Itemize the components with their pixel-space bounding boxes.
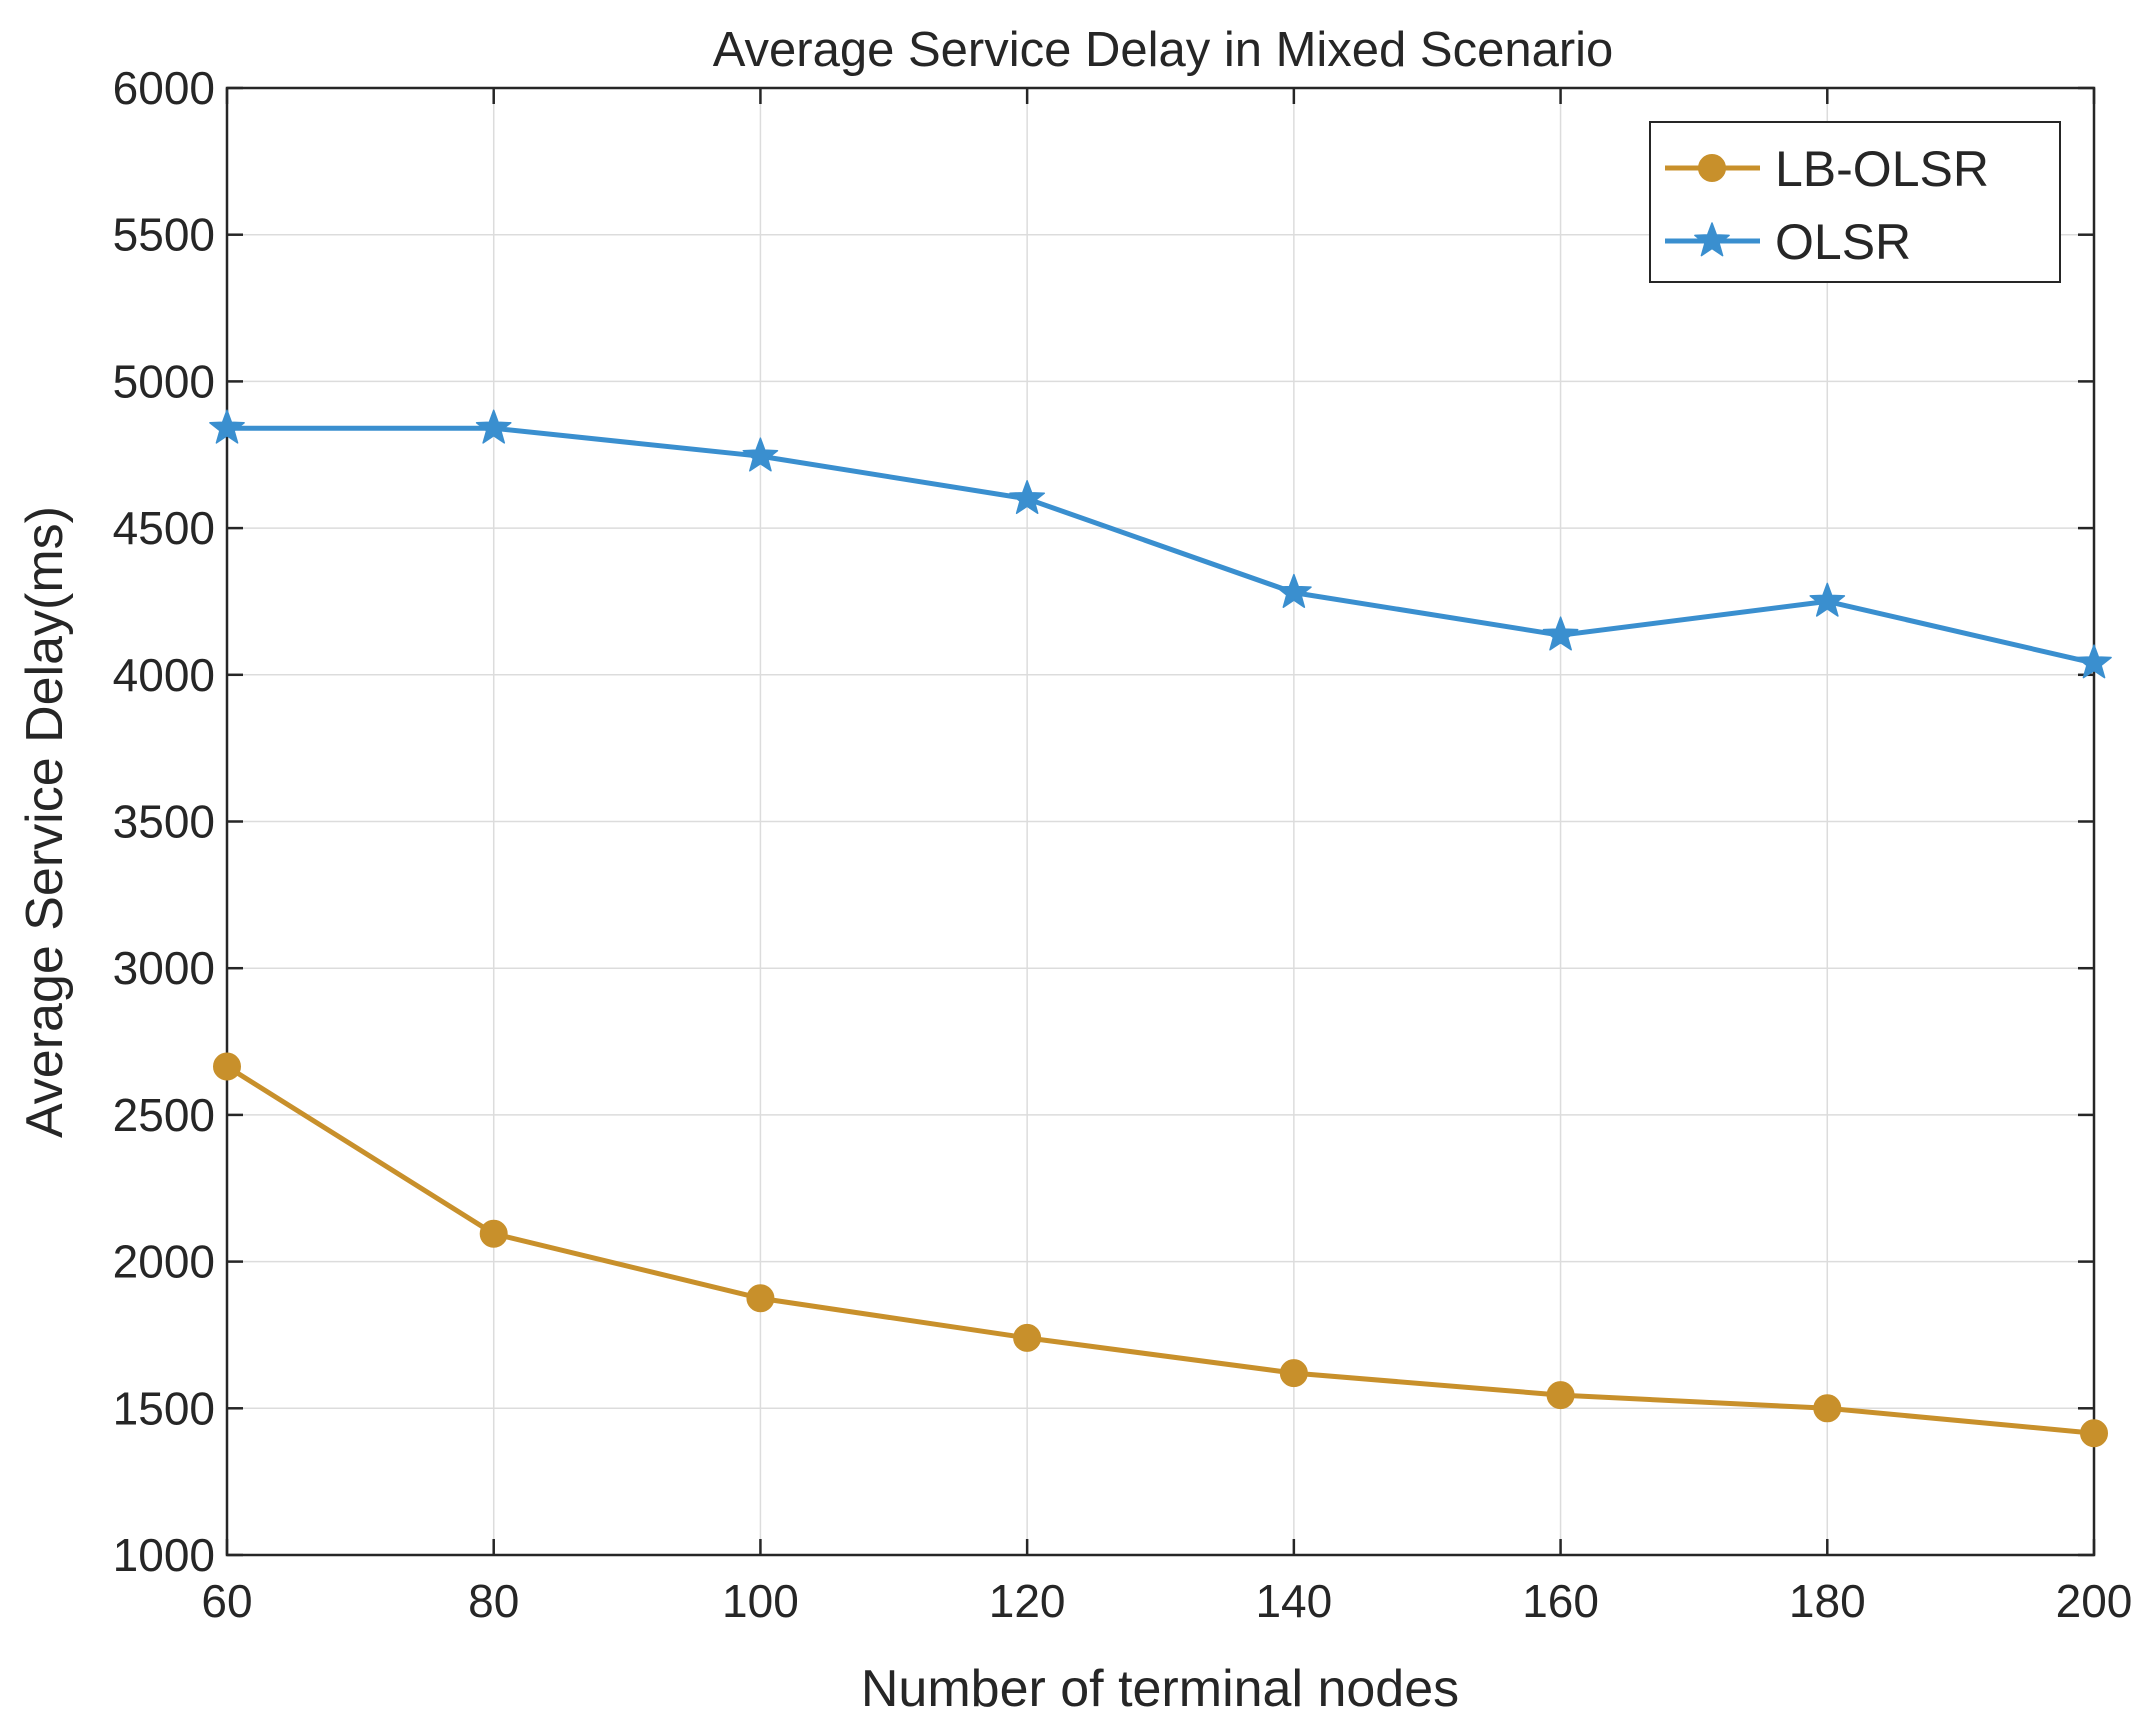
data-point-lb-olsr bbox=[1279, 1359, 1308, 1388]
data-point-lb-olsr bbox=[1813, 1394, 1842, 1423]
legend-marker-olsr bbox=[1694, 222, 1730, 257]
y-tick-labels: 1000 1500 2000 2500 3000 3500 4000 4500 5000 5500… bbox=[113, 62, 215, 1581]
data-point-olsr bbox=[475, 409, 512, 444]
x-tick-label: 60 bbox=[201, 1575, 252, 1627]
y-tick-label: 4000 bbox=[113, 649, 215, 701]
data-point-olsr bbox=[1275, 573, 1312, 608]
data-point-lb-olsr bbox=[213, 1052, 241, 1081]
data-point-olsr bbox=[1542, 616, 1579, 651]
y-tick-label: 2500 bbox=[113, 1089, 215, 1141]
y-tick-label: 5500 bbox=[113, 209, 215, 261]
legend: LB-OLSR OLSR bbox=[1649, 121, 2061, 283]
series-lb-olsr bbox=[213, 1052, 2108, 1448]
x-tick-label: 120 bbox=[989, 1575, 1066, 1627]
legend-label-olsr: OLSR bbox=[1775, 214, 1911, 270]
y-tick-label: 1000 bbox=[113, 1529, 215, 1581]
data-point-lb-olsr bbox=[2080, 1419, 2108, 1448]
chart-title: Average Service Delay in Mixed Scenario bbox=[713, 23, 1614, 77]
grid-lines bbox=[226, 87, 2095, 1556]
y-tick-label: 2000 bbox=[113, 1236, 215, 1288]
data-point-olsr bbox=[209, 409, 245, 444]
data-point-lb-olsr bbox=[1013, 1323, 1042, 1352]
y-tick-label: 3500 bbox=[113, 796, 215, 848]
data-point-lb-olsr bbox=[746, 1284, 775, 1313]
x-tick-label: 200 bbox=[2056, 1575, 2133, 1627]
y-tick-label: 4500 bbox=[113, 502, 215, 554]
x-axis-label: Number of terminal nodes bbox=[861, 1660, 1459, 1718]
legend-marker-lb-olsr bbox=[1698, 154, 1726, 182]
data-point-olsr bbox=[742, 437, 779, 472]
x-tick-label: 180 bbox=[1789, 1575, 1866, 1627]
y-tick-label: 5000 bbox=[113, 355, 215, 407]
legend-marker-symbol-lb-olsr bbox=[1698, 154, 1726, 182]
data-point-lb-olsr bbox=[479, 1219, 508, 1248]
data-point-olsr bbox=[2076, 644, 2112, 679]
data-point-olsr bbox=[1809, 582, 1846, 617]
y-tick-label: 1500 bbox=[113, 1382, 215, 1434]
legend-box bbox=[1649, 121, 2061, 283]
y-tick-label: 3000 bbox=[113, 942, 215, 994]
y-axis-label: Average Service Delay(ms) bbox=[16, 506, 74, 1138]
y-tick-label: 6000 bbox=[113, 62, 215, 114]
x-tick-labels: 60 80 100 120 140 160 180 200 bbox=[201, 1575, 2132, 1627]
x-tick-label: 160 bbox=[1522, 1575, 1599, 1627]
x-tick-label: 140 bbox=[1255, 1575, 1332, 1627]
data-point-olsr bbox=[1009, 480, 1046, 515]
series-line-olsr bbox=[227, 425, 2095, 666]
legend-label-lb-olsr: LB-OLSR bbox=[1775, 141, 1989, 197]
series-olsr bbox=[209, 409, 2112, 679]
series-layer bbox=[209, 409, 2112, 1448]
series-line-lb-olsr bbox=[225, 1064, 2095, 1436]
legend-marker-symbol-olsr bbox=[1694, 222, 1730, 257]
x-tick-label: 100 bbox=[722, 1575, 799, 1627]
data-point-lb-olsr bbox=[1546, 1381, 1575, 1410]
axis-ticks bbox=[225, 86, 2096, 1557]
x-tick-label: 80 bbox=[468, 1575, 519, 1627]
